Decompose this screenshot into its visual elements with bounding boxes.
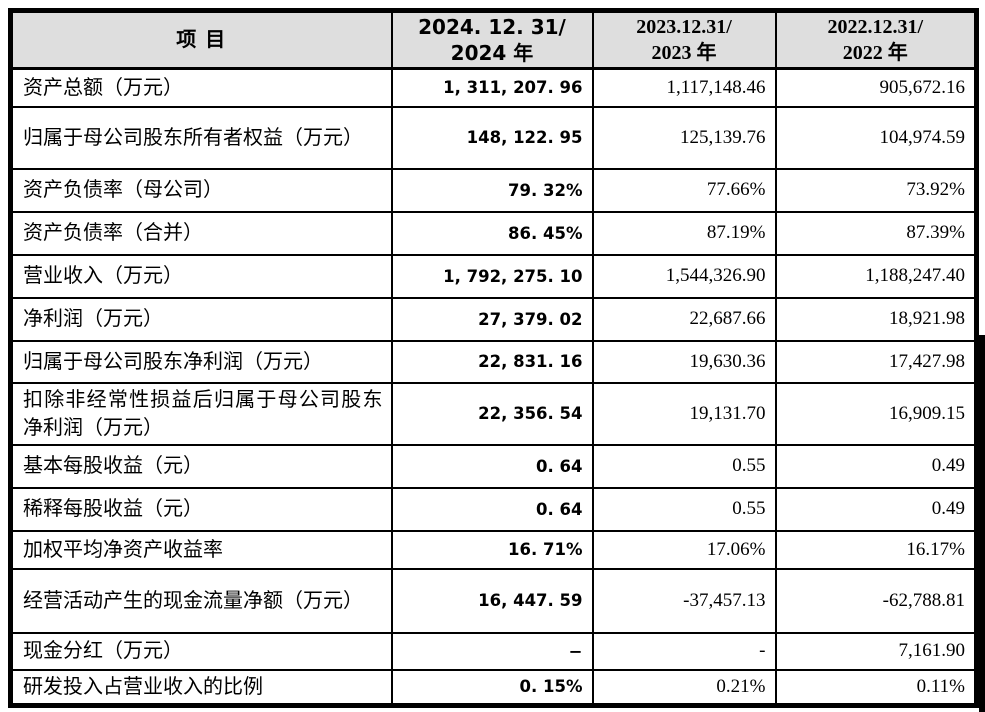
value-2023: 125,139.76 <box>591 105 777 170</box>
row-label: 研发投入占营业收入的比例 <box>9 668 393 706</box>
financial-summary-table: 项 目 2024. 12. 31/ 2024 年 2023.12.31/ 202… <box>8 8 979 708</box>
value-2023: 0.55 <box>591 486 777 532</box>
table-row-total-assets: 资产总额（万元） 1, 311, 207. 96 1,117,148.46 90… <box>9 67 978 108</box>
value-2022: 87.39% <box>774 210 978 256</box>
value-2023: 19,630.36 <box>591 339 777 384</box>
row-label: 扣除非经常性损益后归属于母公司股东净利润（万元） <box>9 381 393 446</box>
value-2024: 16, 447. 59 <box>390 567 594 634</box>
header-year-2023: 2023.12.31/ 2023 年 <box>591 9 777 70</box>
row-label: 现金分红（万元） <box>9 631 393 671</box>
value-2022: 104,974.59 <box>774 105 978 170</box>
table-row-equity-parent: 归属于母公司股东所有者权益（万元） 148, 122. 95 125,139.7… <box>9 105 978 170</box>
value-2022: 0.49 <box>774 443 978 489</box>
table-row-cash-dividend: 现金分红（万元） − - 7,161.90 <box>9 631 978 671</box>
value-2024: 0. 15% <box>390 668 594 706</box>
row-label: 归属于母公司股东净利润（万元） <box>9 339 393 384</box>
value-2024: 148, 122. 95 <box>390 105 594 170</box>
value-2024: − <box>390 631 594 671</box>
value-2022: 0.11% <box>774 668 978 706</box>
table-row-net-profit: 净利润（万元） 27, 379. 02 22,687.66 18,921.98 <box>9 296 978 342</box>
value-2024: 1, 311, 207. 96 <box>390 67 594 108</box>
page-edge-artifact <box>979 335 985 712</box>
value-2023: 0.21% <box>591 668 777 706</box>
row-label: 经营活动产生的现金流量净额（万元） <box>9 567 393 634</box>
value-2023: 22,687.66 <box>591 296 777 342</box>
value-2023: 17.06% <box>591 529 777 570</box>
value-2024: 16. 71% <box>390 529 594 570</box>
value-2022: 16,909.15 <box>774 381 978 446</box>
row-label: 加权平均净资产收益率 <box>9 529 393 570</box>
row-label: 基本每股收益（元） <box>9 443 393 489</box>
value-2023: 0.55 <box>591 443 777 489</box>
value-2023: 19,131.70 <box>591 381 777 446</box>
header-year-2022: 2022.12.31/ 2022 年 <box>774 9 978 70</box>
value-2023: - <box>591 631 777 671</box>
value-2023: -37,457.13 <box>591 567 777 634</box>
value-2024: 86. 45% <box>390 210 594 256</box>
header-item-column: 项 目 <box>9 9 393 70</box>
table-row-weighted-roe: 加权平均净资产收益率 16. 71% 17.06% 16.17% <box>9 529 978 570</box>
value-2024: 79. 32% <box>390 167 594 213</box>
value-2023: 1,117,148.46 <box>591 67 777 108</box>
table-row-net-profit-parent: 归属于母公司股东净利润（万元） 22, 831. 16 19,630.36 17… <box>9 339 978 384</box>
value-2024: 22, 356. 54 <box>390 381 594 446</box>
table-row-diluted-eps: 稀释每股收益（元） 0. 64 0.55 0.49 <box>9 486 978 532</box>
table-row-net-profit-excl-nonrecurring: 扣除非经常性损益后归属于母公司股东净利润（万元） 22, 356. 54 19,… <box>9 381 978 446</box>
row-label: 营业收入（万元） <box>9 253 393 299</box>
value-2024: 0. 64 <box>390 443 594 489</box>
table-row-rd-ratio: 研发投入占营业收入的比例 0. 15% 0.21% 0.11% <box>9 668 978 706</box>
value-2024: 22, 831. 16 <box>390 339 594 384</box>
value-2023: 1,544,326.90 <box>591 253 777 299</box>
table-row-revenue: 营业收入（万元） 1, 792, 275. 10 1,544,326.90 1,… <box>9 253 978 299</box>
row-label: 资产负债率（母公司） <box>9 167 393 213</box>
table-row-debt-ratio-consolidated: 资产负债率（合并） 86. 45% 87.19% 87.39% <box>9 210 978 256</box>
row-label: 资产总额（万元） <box>9 67 393 108</box>
value-2024: 0. 64 <box>390 486 594 532</box>
value-2022: -62,788.81 <box>774 567 978 634</box>
table-header-row: 项 目 2024. 12. 31/ 2024 年 2023.12.31/ 202… <box>9 9 978 70</box>
value-2022: 16.17% <box>774 529 978 570</box>
value-2022: 1,188,247.40 <box>774 253 978 299</box>
value-2022: 73.92% <box>774 167 978 213</box>
row-label: 资产负债率（合并） <box>9 210 393 256</box>
row-label: 稀释每股收益（元） <box>9 486 393 532</box>
value-2024: 1, 792, 275. 10 <box>390 253 594 299</box>
value-2022: 905,672.16 <box>774 67 978 108</box>
row-label: 归属于母公司股东所有者权益（万元） <box>9 105 393 170</box>
value-2022: 17,427.98 <box>774 339 978 384</box>
header-year-2024: 2024. 12. 31/ 2024 年 <box>390 9 594 70</box>
value-2022: 7,161.90 <box>774 631 978 671</box>
value-2024: 27, 379. 02 <box>390 296 594 342</box>
row-label: 净利润（万元） <box>9 296 393 342</box>
table-row-debt-ratio-parent: 资产负债率（母公司） 79. 32% 77.66% 73.92% <box>9 167 978 213</box>
value-2023: 77.66% <box>591 167 777 213</box>
table-row-basic-eps: 基本每股收益（元） 0. 64 0.55 0.49 <box>9 443 978 489</box>
table-row-operating-cash-flow: 经营活动产生的现金流量净额（万元） 16, 447. 59 -37,457.13… <box>9 567 978 634</box>
value-2023: 87.19% <box>591 210 777 256</box>
value-2022: 0.49 <box>774 486 978 532</box>
value-2022: 18,921.98 <box>774 296 978 342</box>
